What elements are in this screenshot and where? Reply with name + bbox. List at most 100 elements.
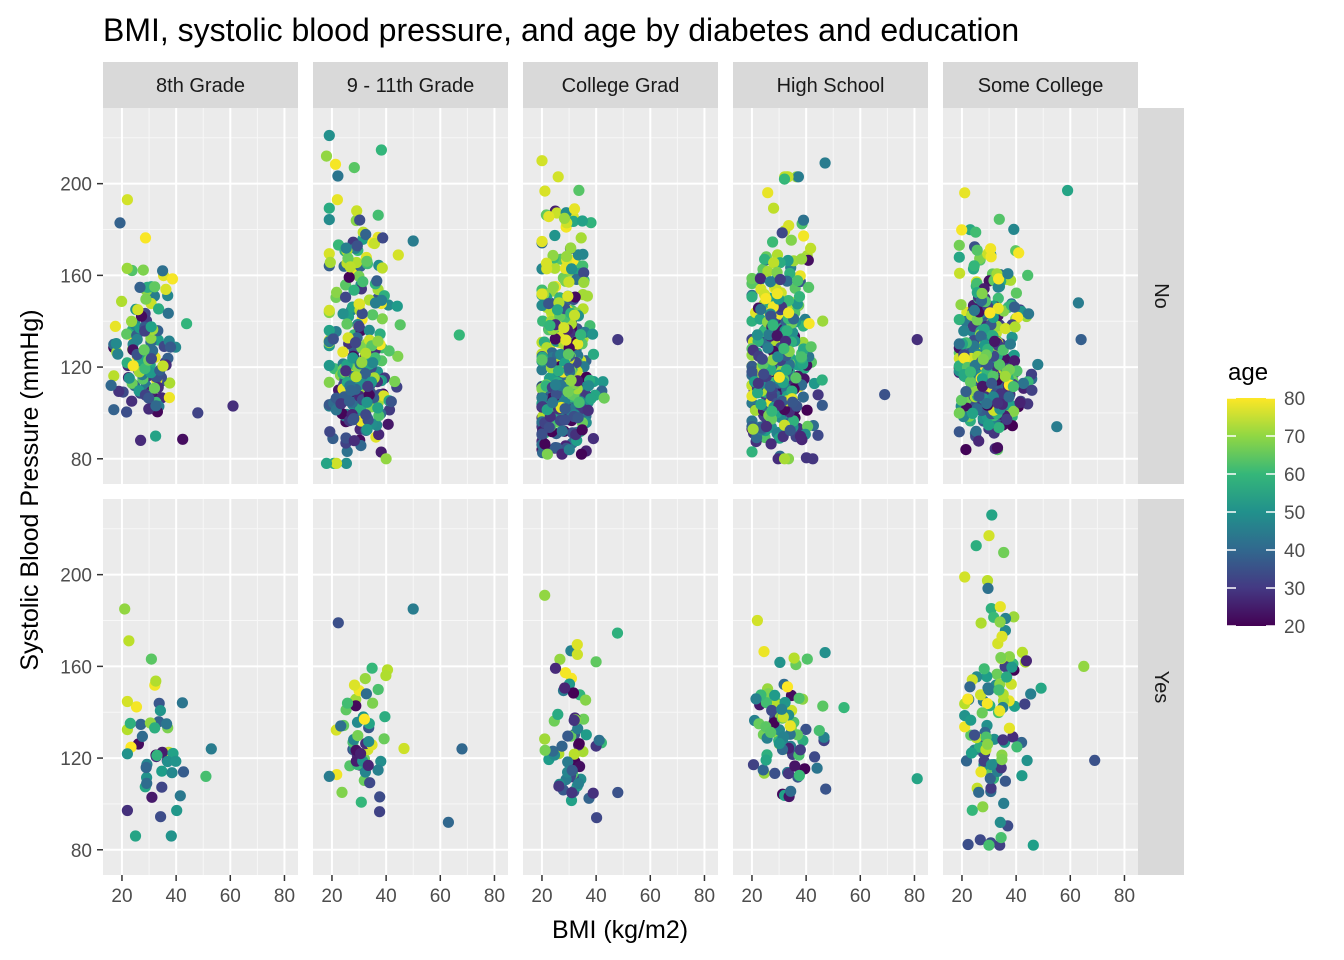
data-point xyxy=(566,787,578,799)
data-point xyxy=(764,276,777,288)
data-point xyxy=(1062,184,1074,197)
data-point xyxy=(558,322,570,334)
data-point xyxy=(546,397,559,409)
data-point xyxy=(407,603,419,615)
data-point xyxy=(590,656,602,668)
data-point xyxy=(348,435,360,447)
data-point xyxy=(372,764,384,776)
data-point xyxy=(956,224,968,236)
x-tick-label: 40 xyxy=(166,886,187,907)
data-point xyxy=(176,697,188,709)
data-point xyxy=(567,687,580,699)
data-point xyxy=(539,744,551,756)
data-point xyxy=(816,399,828,411)
data-point xyxy=(812,429,824,441)
data-point xyxy=(174,790,186,802)
panel-background xyxy=(523,499,718,875)
data-point xyxy=(573,738,585,750)
y-tick-label: 80 xyxy=(71,841,92,862)
x-tick-label: 20 xyxy=(111,886,132,907)
y-axis-title: Systolic Blood Pressure (mmHg) xyxy=(16,309,44,670)
data-point xyxy=(563,276,575,288)
data-point xyxy=(374,806,386,818)
legend-tick-label: 70 xyxy=(1284,427,1305,448)
data-point xyxy=(119,603,131,615)
data-point xyxy=(983,530,995,542)
y-tick-label: 80 xyxy=(71,450,92,471)
y-tick-label: 200 xyxy=(60,175,92,196)
data-point xyxy=(968,260,980,272)
data-point xyxy=(177,766,190,778)
data-point xyxy=(996,630,1008,643)
facet-panel xyxy=(313,108,508,484)
data-point xyxy=(953,338,965,350)
data-point xyxy=(392,350,404,362)
data-point xyxy=(350,371,362,383)
data-point xyxy=(811,762,823,774)
data-point xyxy=(177,433,189,445)
data-point xyxy=(797,214,810,226)
data-point xyxy=(392,249,404,261)
data-point xyxy=(323,129,335,142)
data-point xyxy=(819,647,831,659)
data-point xyxy=(156,781,168,793)
data-point xyxy=(151,749,163,761)
data-point xyxy=(977,353,989,365)
data-point xyxy=(1017,377,1029,389)
data-point xyxy=(807,453,819,465)
data-point xyxy=(121,262,133,274)
x-tick-label: 20 xyxy=(531,886,552,907)
data-point xyxy=(348,162,360,174)
data-point xyxy=(1002,268,1014,280)
data-point xyxy=(375,755,387,767)
data-point xyxy=(984,772,996,785)
data-point xyxy=(543,211,555,223)
data-point xyxy=(1008,301,1021,313)
data-point xyxy=(344,261,356,273)
data-point xyxy=(545,357,557,369)
data-point xyxy=(769,689,781,701)
legend-tick-label: 60 xyxy=(1284,465,1305,486)
data-point xyxy=(795,351,807,363)
data-point xyxy=(565,374,577,386)
data-point xyxy=(148,382,161,394)
data-point xyxy=(577,248,589,260)
data-point xyxy=(955,394,968,406)
data-point xyxy=(756,353,768,365)
x-tick-label: 60 xyxy=(1060,886,1081,907)
strip-label-column: Some College xyxy=(978,75,1104,97)
data-point xyxy=(391,300,403,312)
data-point xyxy=(973,435,985,447)
data-point xyxy=(838,702,850,714)
data-point xyxy=(578,713,590,725)
facet-panel xyxy=(103,108,298,484)
data-point xyxy=(591,812,603,824)
data-point xyxy=(380,453,392,465)
data-point xyxy=(760,754,772,766)
data-point xyxy=(129,830,142,842)
data-point xyxy=(778,453,791,465)
data-point xyxy=(879,389,891,401)
data-point xyxy=(763,329,775,341)
data-point xyxy=(123,635,135,647)
data-point xyxy=(758,646,770,658)
data-point xyxy=(539,589,551,601)
data-point xyxy=(1021,754,1033,767)
data-point xyxy=(983,839,995,851)
strip-label-row: No xyxy=(1150,283,1172,309)
data-point xyxy=(121,748,133,760)
data-point xyxy=(593,734,605,746)
data-point xyxy=(784,720,796,732)
data-point xyxy=(320,150,333,162)
data-point xyxy=(771,288,783,300)
data-point xyxy=(341,697,354,709)
data-point xyxy=(1006,661,1018,673)
data-point xyxy=(145,353,157,365)
data-point xyxy=(116,295,128,307)
data-point xyxy=(340,291,352,303)
data-point xyxy=(981,398,993,410)
data-point xyxy=(372,209,384,221)
data-point xyxy=(985,243,997,255)
data-point xyxy=(798,230,810,242)
data-point xyxy=(746,272,758,285)
